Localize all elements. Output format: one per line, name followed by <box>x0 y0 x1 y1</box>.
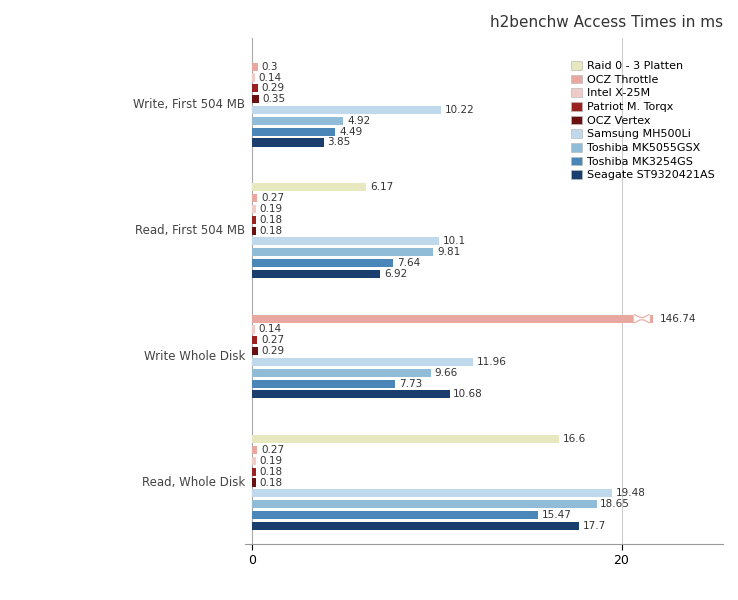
Bar <box>252 478 256 487</box>
Text: 4.49: 4.49 <box>339 127 362 137</box>
Bar <box>252 259 393 267</box>
Text: 10.68: 10.68 <box>453 389 483 400</box>
Bar <box>252 106 441 114</box>
Text: 18.65: 18.65 <box>600 499 630 509</box>
Bar <box>252 467 256 476</box>
Text: 0.14: 0.14 <box>259 73 282 83</box>
Bar <box>252 270 380 278</box>
Bar <box>252 314 635 323</box>
Text: h2benchw Access Times in ms: h2benchw Access Times in ms <box>490 15 723 30</box>
Text: 3.85: 3.85 <box>327 137 351 148</box>
Text: Read, First 504 MB: Read, First 504 MB <box>135 224 245 237</box>
Bar <box>252 380 395 388</box>
Bar <box>252 183 366 191</box>
Text: 0.19: 0.19 <box>260 456 283 466</box>
Bar <box>252 347 258 355</box>
Bar <box>252 128 335 136</box>
Legend: Raid 0 - 3 Platten, OCZ Throttle, Intel X-25M, Patriot M. Torqx, OCZ Vertex, Sam: Raid 0 - 3 Platten, OCZ Throttle, Intel … <box>568 59 717 183</box>
Bar <box>252 358 473 366</box>
Bar <box>252 227 256 235</box>
Text: Write, First 504 MB: Write, First 504 MB <box>133 98 245 111</box>
Text: 11.96: 11.96 <box>477 357 507 367</box>
Bar <box>252 435 559 443</box>
Text: 0.3: 0.3 <box>262 62 278 72</box>
Text: 4.92: 4.92 <box>347 116 370 126</box>
Text: 0.29: 0.29 <box>261 346 285 356</box>
Text: 19.48: 19.48 <box>615 488 646 499</box>
Text: 15.47: 15.47 <box>542 510 571 520</box>
Text: Write Whole Disk: Write Whole Disk <box>144 350 245 363</box>
Text: 0.27: 0.27 <box>261 193 284 203</box>
Bar <box>252 73 255 82</box>
Bar <box>252 194 258 202</box>
Text: 9.66: 9.66 <box>435 368 458 378</box>
Bar <box>252 391 449 398</box>
Text: 0.18: 0.18 <box>260 215 283 225</box>
Bar <box>252 215 256 224</box>
Text: 7.73: 7.73 <box>399 379 422 389</box>
Bar <box>252 238 439 245</box>
Text: 0.35: 0.35 <box>263 94 286 104</box>
Bar <box>252 336 258 344</box>
Bar <box>252 62 258 71</box>
Bar <box>252 369 431 377</box>
Text: 0.27: 0.27 <box>261 445 284 455</box>
Bar <box>252 500 596 508</box>
Bar <box>649 314 653 323</box>
Bar <box>252 139 323 146</box>
Bar <box>252 205 256 213</box>
Text: 0.29: 0.29 <box>261 83 285 94</box>
Text: 146.74: 146.74 <box>661 314 697 323</box>
Bar <box>252 248 433 256</box>
Text: 0.19: 0.19 <box>260 204 283 214</box>
Bar <box>252 84 258 92</box>
Bar <box>252 325 255 334</box>
Bar <box>252 95 259 103</box>
Polygon shape <box>635 314 649 323</box>
Text: 10.22: 10.22 <box>445 105 475 115</box>
Text: Read, Whole Disk: Read, Whole Disk <box>142 476 245 489</box>
Text: 17.7: 17.7 <box>583 521 606 531</box>
Text: 9.81: 9.81 <box>437 247 461 257</box>
Bar <box>635 314 649 323</box>
Text: 0.27: 0.27 <box>261 335 284 346</box>
Text: 6.17: 6.17 <box>370 182 393 192</box>
Text: 6.92: 6.92 <box>384 269 407 279</box>
Bar <box>252 522 579 530</box>
Bar <box>252 489 612 497</box>
Text: 16.6: 16.6 <box>562 434 586 444</box>
Text: 0.18: 0.18 <box>260 478 283 488</box>
Bar <box>252 117 343 125</box>
Bar <box>252 457 256 465</box>
Text: 10.1: 10.1 <box>443 236 466 247</box>
Bar <box>252 511 538 519</box>
Text: 0.14: 0.14 <box>259 325 282 334</box>
Text: 0.18: 0.18 <box>260 467 283 477</box>
Text: 0.18: 0.18 <box>260 226 283 236</box>
Bar <box>252 446 258 454</box>
Text: 7.64: 7.64 <box>397 258 421 268</box>
